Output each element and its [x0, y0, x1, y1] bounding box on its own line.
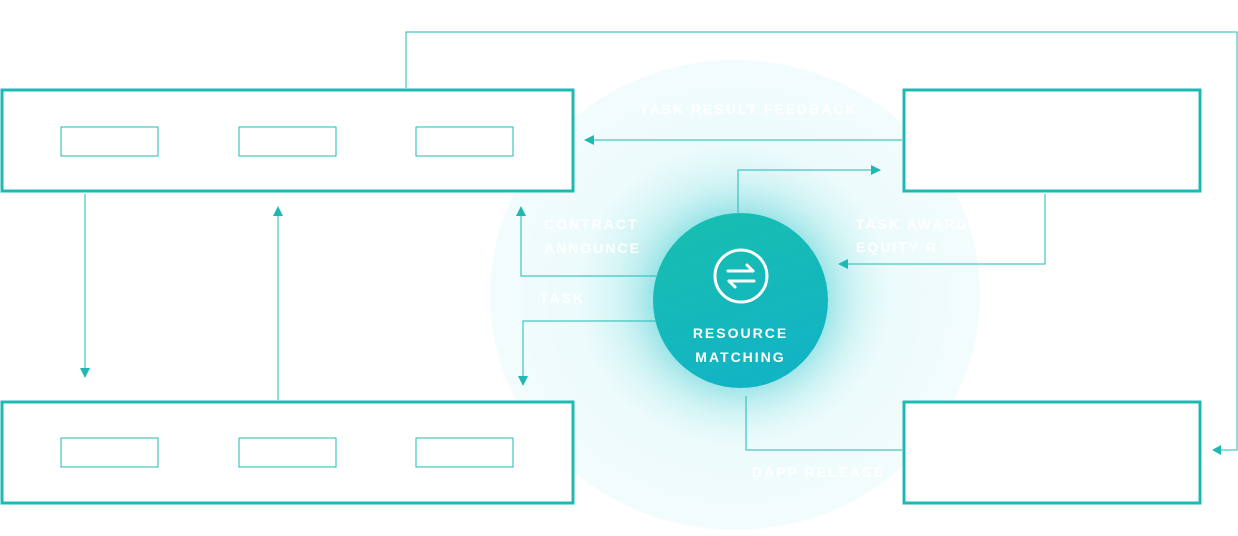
inner-box-bottom-2 — [238, 437, 337, 468]
arrow-head-award — [838, 259, 848, 269]
label-announce: ANNOUNCE — [544, 240, 641, 256]
inner-box-top-3 — [415, 126, 514, 157]
hub-title-line2: MATCHING — [695, 349, 786, 365]
label-equity: EQUITY R — [856, 239, 938, 255]
label-task: TASK — [540, 290, 585, 306]
label-task-result-feedback: TASK RESULT FEEDBACK — [640, 101, 858, 117]
exchange-arrows-icon — [713, 248, 768, 304]
connector-award — [846, 194, 1046, 265]
inner-box-bottom-3 — [415, 437, 514, 468]
hub-title: RESOURCE MATCHING — [693, 321, 788, 369]
box-top-right — [902, 88, 1202, 193]
connector-hub-to-topright — [737, 169, 873, 213]
arrow-head-top-loop — [1212, 445, 1221, 455]
label-dapp-release: DAPP RELEASE — [752, 464, 885, 480]
hub-title-line1: RESOURCE — [692, 325, 789, 341]
inner-box-bottom-1 — [60, 437, 159, 468]
arrow-head-feedback — [584, 135, 594, 145]
connector-contract — [520, 214, 656, 277]
connector-dapp — [745, 396, 902, 451]
arrow-head-left-up — [273, 206, 283, 216]
resource-matching-hub: RESOURCE MATCHING — [653, 213, 828, 388]
connector-task — [522, 320, 656, 378]
label-contract: CONTRACT — [544, 216, 639, 232]
arrow-head-hub-to-topright — [871, 165, 881, 175]
connector-top-loop — [405, 31, 1238, 451]
box-bottom-right — [902, 400, 1202, 505]
arrow-head-contract — [516, 206, 526, 216]
arrow-head-left-down — [80, 368, 90, 378]
label-task-award: TASK AWARD — [856, 216, 969, 232]
inner-box-top-2 — [238, 126, 337, 157]
inner-box-top-1 — [60, 126, 159, 157]
arrow-head-task — [518, 376, 528, 386]
